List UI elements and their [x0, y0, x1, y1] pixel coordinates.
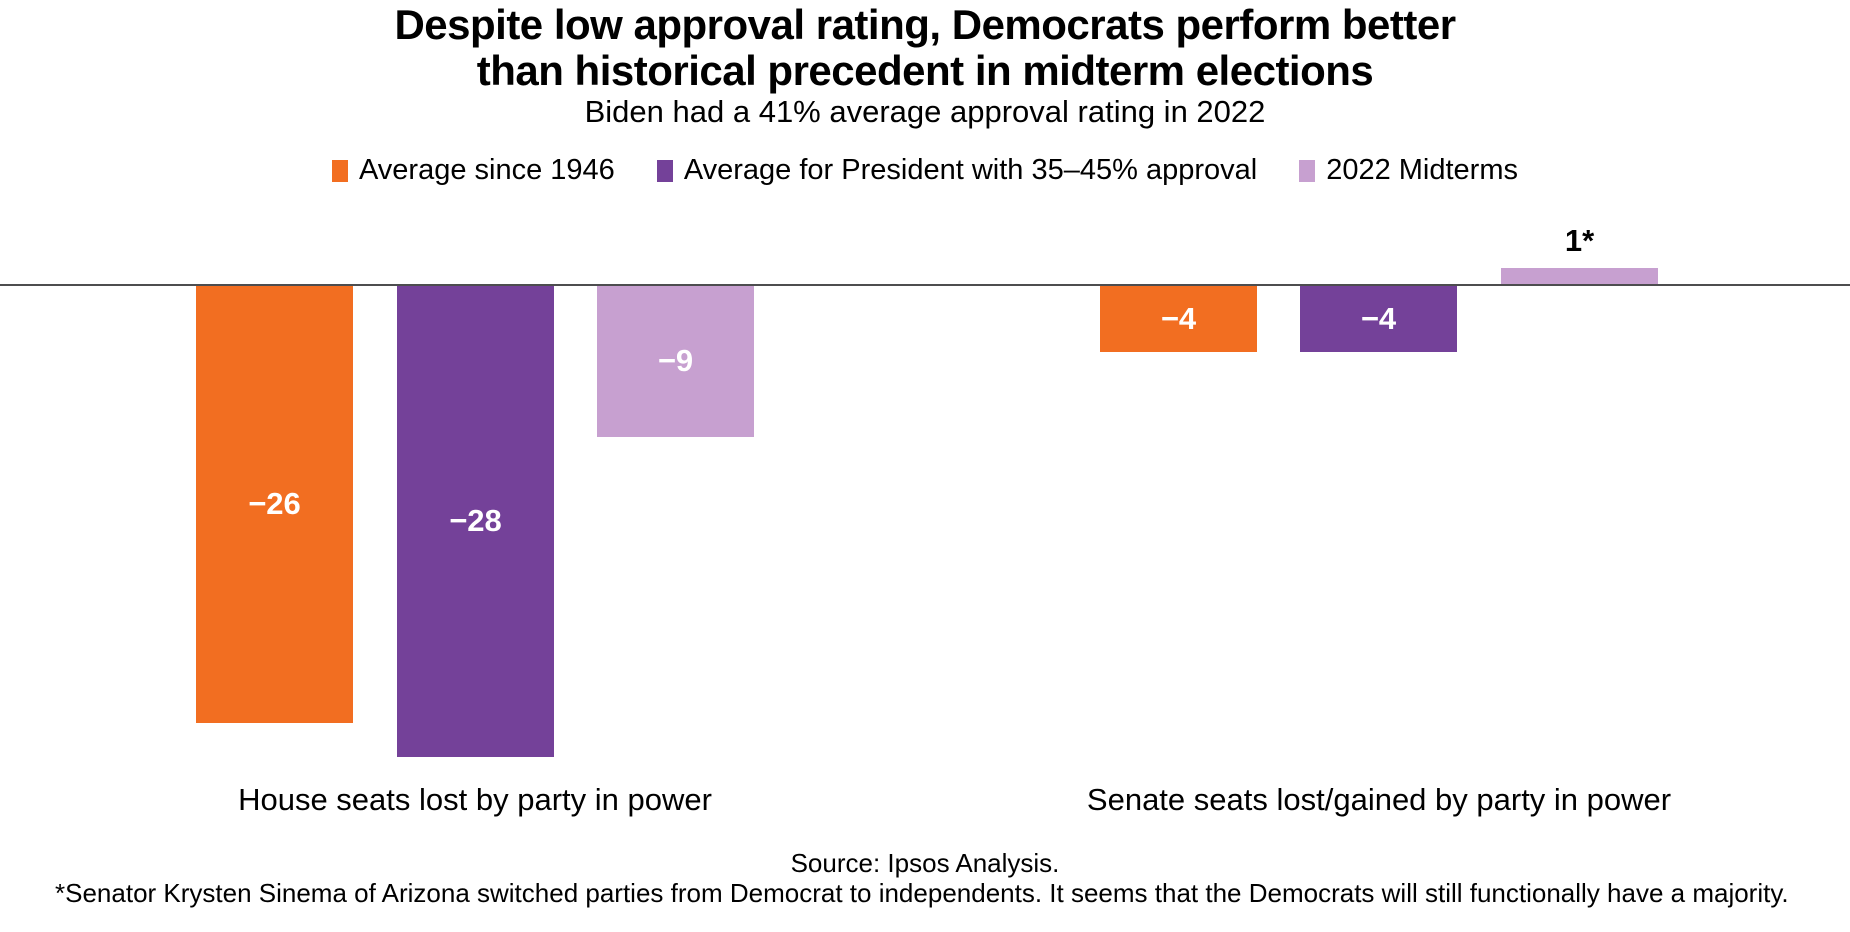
legend-label: 2022 Midterms [1326, 154, 1518, 186]
legend-label: Average since 1946 [358, 154, 615, 186]
bar-value-label-house-series0: −26 [248, 486, 301, 521]
bar-value-label-senate-series1: −4 [1360, 300, 1397, 336]
bar-value-label-senate-series2: 1* [1564, 223, 1595, 258]
bar-house-series2 [597, 285, 754, 437]
chart-title: Despite low approval rating, Democrats p… [394, 1, 1456, 95]
bar-senate-series1 [1300, 285, 1457, 352]
chart-legend: Average since 1946 Average for President … [0, 154, 1850, 187]
bar-house-series1 [397, 285, 554, 757]
category-label-house: House seats lost by party in power [238, 782, 712, 817]
source-text: Source: Ipsos Analysis. [790, 848, 1060, 878]
zero-axis-line [0, 284, 1850, 286]
legend-item-0: Average since 1946 [331, 154, 615, 187]
footnote-text: *Senator Krysten Sinema of Arizona switc… [55, 878, 1789, 908]
bar-value-label-house-series2: −9 [657, 343, 694, 378]
legend-swatch-icon [656, 159, 673, 182]
bar-senate-series2 [1501, 268, 1658, 285]
legend-label: Average for President with 35–45% approv… [683, 154, 1258, 186]
legend-item-2: 2022 Midterms [1299, 154, 1518, 187]
bar-house-series0 [196, 285, 353, 723]
legend-swatch-icon [331, 159, 348, 182]
bar-senate-series0 [1100, 285, 1257, 352]
bar-value-label-senate-series0: −4 [1160, 300, 1197, 336]
legend-swatch-icon [1299, 159, 1316, 182]
legend-item-1: Average for President with 35–45% approv… [656, 154, 1258, 187]
category-label-senate: Senate seats lost/gained by party in pow… [1086, 782, 1672, 817]
chart-subtitle: Biden had a 41% average approval rating … [584, 94, 1266, 129]
bar-value-label-house-series1: −28 [449, 503, 502, 538]
